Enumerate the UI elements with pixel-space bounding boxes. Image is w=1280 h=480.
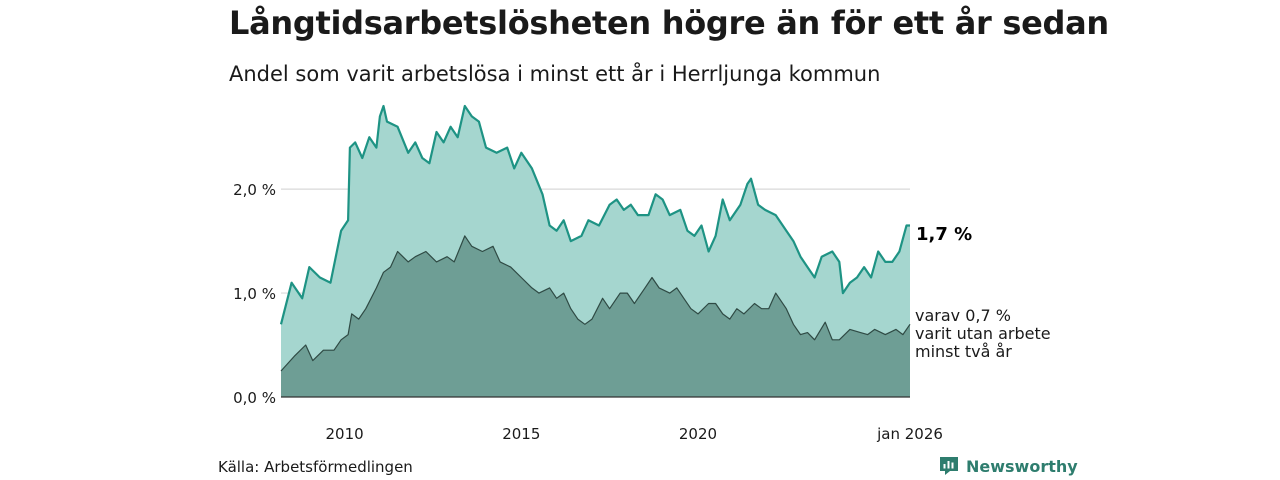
- end-label-lower-line-2: minst två år: [915, 342, 1012, 361]
- end-label-lower-line-0: varav 0,7 %: [915, 306, 1011, 325]
- x-tick-label-0: 2010: [326, 425, 364, 443]
- y-tick-label-1: 1,0 %: [233, 285, 276, 303]
- x-tick-label-3: jan 2026: [876, 425, 943, 443]
- end-label-upper: 1,7 %: [916, 224, 972, 245]
- newsworthy-logo-icon: [940, 457, 958, 475]
- end-label-lower-line-1: varit utan arbete: [915, 324, 1051, 343]
- end-labels: 1,7 % varav 0,7 % varit utan arbete minst t…: [915, 224, 1051, 361]
- chart-title: Långtidsarbetslösheten högre än för ett …: [229, 4, 1109, 42]
- brand-logo: Newsworthy: [938, 455, 1078, 477]
- series-area-lower: [281, 235, 910, 397]
- axes: 0,0 % 1,0 % 2,0 % 2010 2015 2020 jan 2026: [233, 181, 943, 443]
- series-line-upper: [279, 104, 910, 325]
- source-note: Källa: Arbetsförmedlingen: [218, 458, 413, 476]
- x-tick-label-2: 2020: [679, 425, 717, 443]
- series-line-lower: [280, 235, 911, 372]
- chart-subtitle: Andel som varit arbetslösa i minst ett å…: [229, 62, 881, 86]
- y-tick-label-2: 2,0 %: [233, 181, 276, 199]
- x-tick-label-1: 2015: [502, 425, 540, 443]
- y-tick-label-0: 0,0 %: [233, 389, 276, 407]
- end-label-lower: varav 0,7 % varit utan arbete minst två år: [915, 306, 1051, 361]
- brand-name: Newsworthy: [966, 456, 1078, 476]
- series-areas: [279, 104, 911, 397]
